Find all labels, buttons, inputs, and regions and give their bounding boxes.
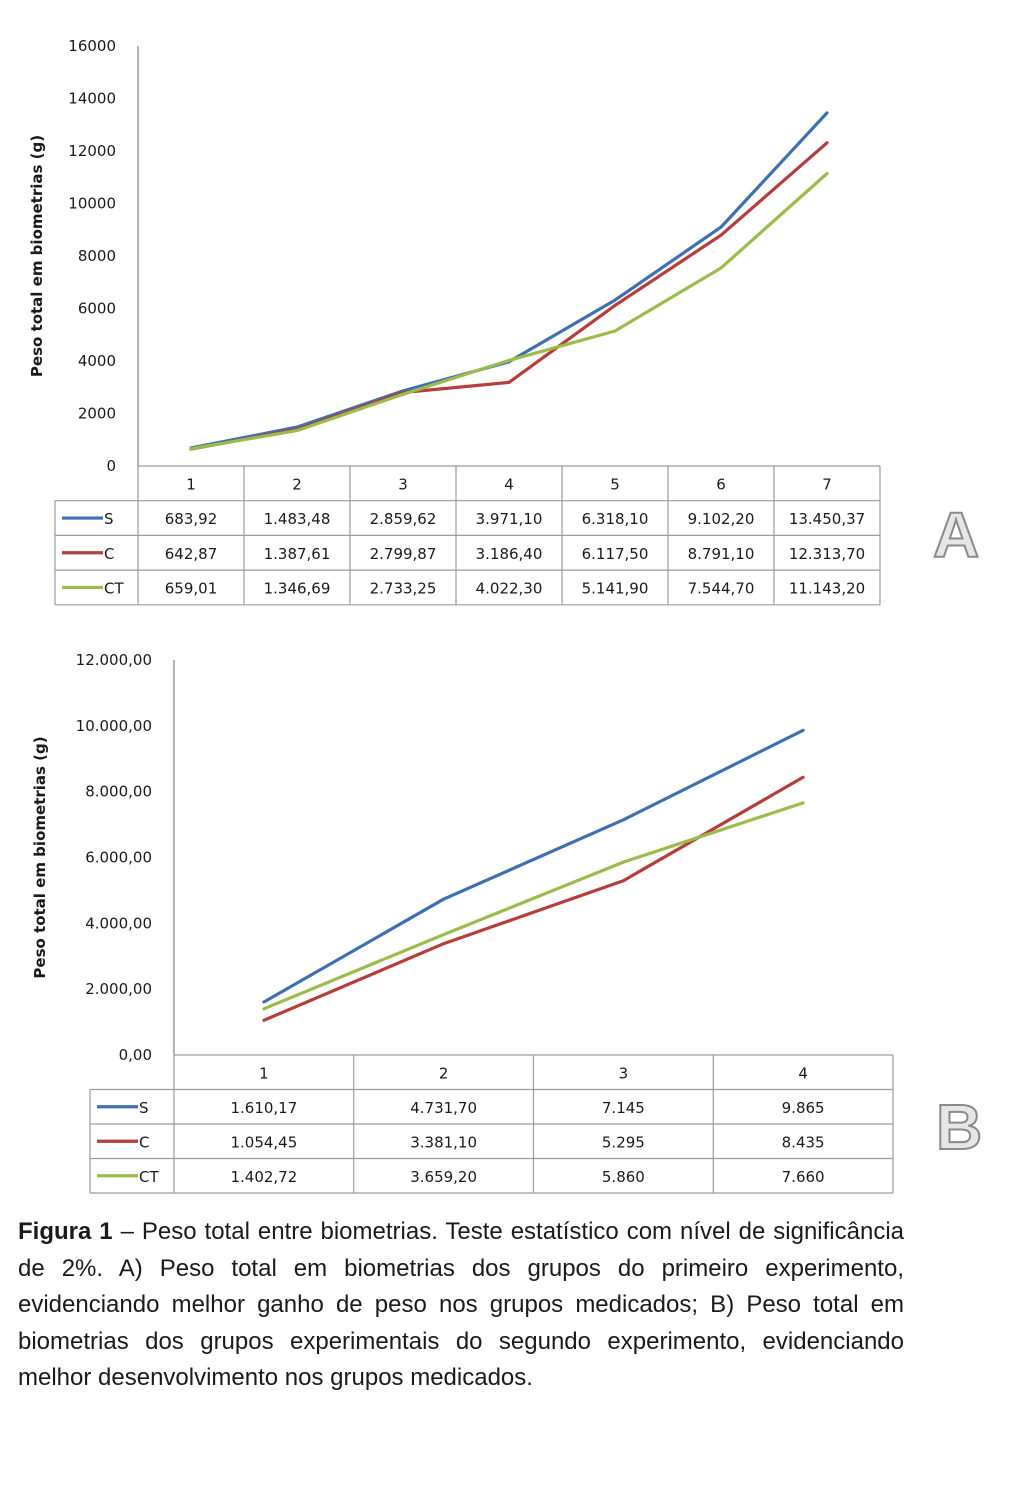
y-tick-label: 0,00 (119, 1046, 152, 1064)
data-label: 6.117,50 (582, 545, 649, 563)
y-tick-label: 6.000,00 (85, 849, 152, 867)
data-label: 9.865 (782, 1099, 825, 1117)
data-label: 5.860 (602, 1168, 645, 1186)
data-label: 8.435 (782, 1133, 825, 1151)
data-label: 1.387,61 (264, 545, 331, 563)
legend-label-ct: CT (139, 1168, 159, 1186)
y-tick-label: 2.000,00 (85, 980, 152, 998)
figure-caption: Figura 1 – Peso total entre biometrias. … (18, 1214, 904, 1397)
legend-label-s: S (104, 510, 114, 528)
x-tick-label: 3 (619, 1064, 629, 1082)
data-label: 5.295 (602, 1133, 645, 1151)
data-label: 3.659,20 (410, 1168, 477, 1186)
x-tick-label: 2 (439, 1064, 449, 1082)
series-line-c (262, 775, 805, 1022)
y-tick-label: 2000 (78, 405, 116, 423)
data-label: 7.544,70 (688, 579, 755, 597)
data-label: 2.859,62 (370, 510, 437, 528)
data-label: 3.186,40 (476, 545, 543, 563)
data-label: 13.450,37 (789, 510, 865, 528)
data-label: 5.141,90 (582, 579, 649, 597)
data-label: 1.054,45 (230, 1133, 297, 1151)
legend-label-c: C (104, 545, 114, 563)
legend-label-ct: CT (104, 579, 124, 597)
data-label: 642,87 (165, 545, 218, 563)
chart-a: 0 2000 4000 6000 8000 10000 12000 14000 16000 Pes… (28, 37, 881, 606)
caption-text: – Peso total entre biometrias. Teste est… (18, 1218, 905, 1391)
x-tick-label: 1 (259, 1064, 269, 1082)
x-tick-label: 1 (186, 475, 196, 493)
data-label: 7.145 (602, 1099, 645, 1117)
panel-letter-b: B (935, 1090, 983, 1164)
data-label: 2.733,25 (370, 579, 437, 597)
series-line-c (189, 141, 829, 451)
series-line-s (189, 111, 829, 450)
x-tick-label: 4 (798, 1064, 808, 1082)
y-tick-label: 10000 (68, 195, 116, 213)
y-tick-label: 14000 (68, 90, 116, 108)
chart-b: 0,00 2.000,00 4.000,00 6.000,00 8.000,00 10.0… (31, 651, 894, 1194)
data-label: 1.402,72 (230, 1168, 297, 1186)
data-label: 7.660 (782, 1168, 825, 1186)
caption-figure-label: Figura 1 (18, 1218, 113, 1245)
data-label: 8.791,10 (688, 545, 755, 563)
y-tick-label: 0 (106, 457, 116, 475)
data-label: 4.731,70 (410, 1099, 477, 1117)
y-tick-label: 12.000,00 (76, 651, 152, 669)
y-tick-label: 4.000,00 (85, 914, 152, 932)
legend-label-c: C (139, 1133, 149, 1151)
data-label: 6.318,10 (582, 510, 649, 528)
y-tick-label: 4000 (78, 352, 116, 370)
series-line-s (262, 728, 805, 1004)
y-tick-label: 10.000,00 (76, 717, 152, 735)
data-label: 683,92 (165, 510, 218, 528)
y-tick-label: 8000 (78, 247, 116, 265)
y-axis-title: Peso total em biometrias (g) (31, 736, 49, 978)
x-tick-label: 2 (292, 475, 302, 493)
series-line-ct (262, 801, 805, 1011)
y-tick-label: 6000 (78, 300, 116, 318)
data-label: 12.313,70 (789, 545, 865, 563)
data-label: 3.971,10 (476, 510, 543, 528)
data-label: 659,01 (165, 579, 218, 597)
x-tick-label: 6 (716, 475, 726, 493)
data-label: 11.143,20 (789, 579, 865, 597)
data-label: 2.799,87 (370, 545, 437, 563)
data-label: 1.483,48 (264, 510, 331, 528)
y-axis-title: Peso total em biometrias (g) (28, 135, 46, 377)
x-tick-label: 5 (610, 475, 620, 493)
y-tick-label: 8.000,00 (85, 783, 152, 801)
data-label: 1.346,69 (264, 579, 331, 597)
y-tick-label: 16000 (68, 37, 116, 55)
series-line-ct (189, 171, 829, 451)
panel-letter-a: A (932, 498, 980, 572)
data-label: 1.610,17 (230, 1099, 297, 1117)
x-tick-label: 7 (822, 475, 832, 493)
x-tick-label: 3 (398, 475, 408, 493)
x-tick-label: 4 (504, 475, 514, 493)
data-label: 4.022,30 (476, 579, 543, 597)
data-label: 9.102,20 (688, 510, 755, 528)
y-tick-label: 12000 (68, 142, 116, 160)
data-label: 3.381,10 (410, 1133, 477, 1151)
legend-label-s: S (139, 1099, 149, 1117)
